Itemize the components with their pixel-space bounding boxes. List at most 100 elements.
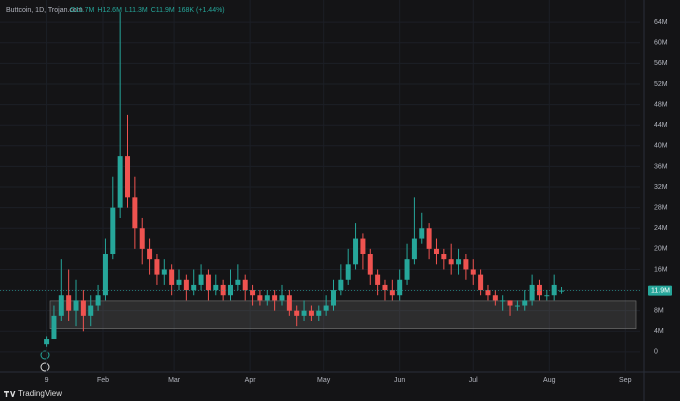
- candle-body: [375, 274, 381, 285]
- candle-body: [147, 248, 153, 260]
- candle-body: [514, 305, 520, 307]
- candle-body: [80, 300, 86, 316]
- candle-body: [161, 269, 167, 275]
- candle-body: [419, 228, 425, 239]
- candle-body: [426, 228, 432, 249]
- candle-body: [330, 290, 336, 306]
- y-tick-label: 8M: [654, 308, 664, 315]
- candle-body: [242, 279, 248, 291]
- candle-body: [220, 284, 226, 296]
- candle-body: [301, 310, 307, 316]
- candle-body: [456, 259, 462, 265]
- candle-body: [125, 156, 131, 198]
- candle-body: [257, 295, 263, 301]
- candle-body: [507, 300, 513, 306]
- candle-body: [536, 284, 542, 296]
- y-tick-label: 40M: [654, 143, 668, 150]
- y-tick-label: 36M: [654, 163, 668, 170]
- candle-body: [102, 254, 108, 296]
- candle-body: [176, 279, 182, 285]
- candle-body: [389, 290, 395, 296]
- y-tick-label: 20M: [654, 246, 668, 253]
- candle-body: [227, 284, 233, 296]
- header-value: 168K (+1.44%): [178, 7, 225, 14]
- x-tick-label: 9: [45, 377, 49, 384]
- candle-body: [492, 295, 498, 301]
- candle-body: [338, 279, 344, 291]
- y-tick-label: 4M: [654, 328, 664, 335]
- y-tick-label: 32M: [654, 184, 668, 191]
- candle-body: [95, 295, 101, 306]
- y-tick-label: 56M: [654, 60, 668, 67]
- candle-body: [191, 284, 197, 291]
- candle-body: [205, 274, 211, 291]
- candle-body: [272, 295, 278, 301]
- tool-icons: [40, 350, 50, 372]
- candle-body: [51, 315, 57, 340]
- last-price-label: 11.9M: [651, 287, 670, 294]
- y-tick-label: 16M: [654, 266, 668, 273]
- candle-body: [360, 238, 366, 255]
- y-tick-label: 48M: [654, 101, 668, 108]
- header-values: O11.7M H12.6M L11.3M C11.9M 168K (+1.44%): [70, 7, 225, 14]
- candle-body: [110, 207, 116, 255]
- candle-body: [433, 248, 439, 255]
- candle-body: [294, 310, 300, 316]
- candle-body: [411, 238, 417, 260]
- y-tick-label: 44M: [654, 122, 668, 129]
- x-tick-label: Mar: [168, 377, 181, 384]
- candle-body: [88, 305, 94, 316]
- candle-body: [198, 274, 204, 285]
- candle-body: [544, 295, 550, 297]
- x-tick-label: Feb: [97, 377, 109, 384]
- candle-body: [522, 300, 528, 306]
- candle-body: [139, 228, 145, 249]
- zone: [49, 300, 637, 330]
- candle-body: [485, 290, 491, 296]
- footer: TradingView: [18, 389, 62, 398]
- y-tick-label: 64M: [654, 19, 668, 26]
- candle-body: [500, 300, 506, 302]
- x-tick-label: May: [317, 377, 331, 384]
- y-tick-label: 0: [654, 349, 658, 356]
- x-tick-label: Apr: [245, 377, 257, 384]
- candle-body: [279, 295, 285, 301]
- candle-body: [448, 259, 454, 265]
- candle-body: [323, 305, 329, 311]
- candle-body: [353, 238, 359, 265]
- candle-body: [250, 290, 256, 296]
- candle-body: [117, 156, 123, 208]
- x-tick-label: Jul: [469, 377, 478, 384]
- candle-body: [559, 290, 565, 292]
- candle-body: [183, 279, 189, 291]
- candle-body: [308, 310, 314, 316]
- x-tick-label: Jun: [394, 377, 405, 384]
- candle-body: [73, 300, 79, 311]
- candle-body: [66, 295, 72, 311]
- header-value: L11.3M: [125, 7, 148, 14]
- header-value: H12.6M: [97, 7, 122, 14]
- candle-body: [404, 259, 410, 280]
- candle-body: [470, 269, 476, 275]
- candle-body: [397, 279, 403, 296]
- symbol: Buttcoin, 1D, Trojan.com: [6, 7, 83, 14]
- candle-body: [529, 284, 535, 301]
- y-tick-label: 60M: [654, 40, 668, 47]
- candle-body: [463, 259, 469, 270]
- candle-body: [478, 274, 484, 291]
- candle-body: [169, 269, 175, 285]
- candle-body: [286, 295, 292, 311]
- candle-body: [345, 264, 351, 280]
- candle-body: [235, 279, 241, 285]
- candle-body: [44, 339, 50, 345]
- y-tick-label: 52M: [654, 81, 668, 88]
- x-tick-label: Aug: [543, 377, 556, 384]
- candle-body: [316, 310, 322, 316]
- candle-body: [132, 197, 138, 229]
- header-value: C11.9M: [151, 7, 175, 14]
- last-price-box: [648, 285, 672, 296]
- header-value: O11.7M: [70, 7, 95, 14]
- candle-body: [551, 284, 557, 296]
- candle-body: [264, 295, 270, 301]
